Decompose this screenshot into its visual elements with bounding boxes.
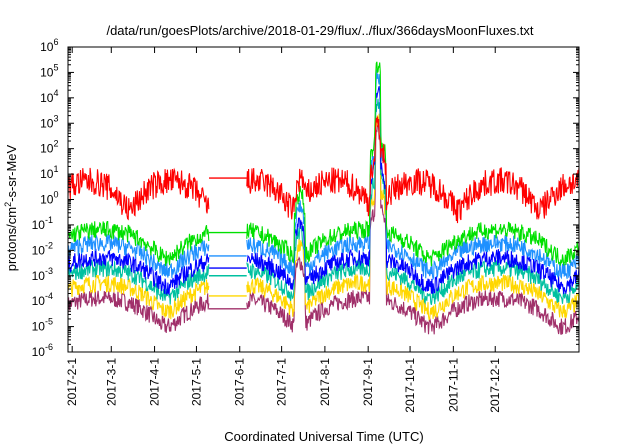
y-tick-base: 10 xyxy=(40,91,54,105)
y-tick-label: 106 xyxy=(40,37,58,54)
x-tick-label: 2017-7-1 xyxy=(275,358,289,406)
chart-title: /data/run/goesPlots/archive/2018-01-29/f… xyxy=(106,23,533,38)
y-tick-exp: 5 xyxy=(53,62,58,72)
series-line xyxy=(246,69,579,281)
y-tick-label: 10-3 xyxy=(32,266,53,283)
series-line xyxy=(68,290,210,334)
x-tick-label: 2017-8-1 xyxy=(318,358,332,406)
y-tick-exp: -6 xyxy=(45,342,53,352)
y-tick-exp: 1 xyxy=(53,164,58,174)
y-tick-label: 105 xyxy=(40,62,58,79)
x-axis: 2017-2-1 2017-3-1 2017-4-1 2017-5-1 2017-6-1… xyxy=(65,47,502,413)
y-tick-base: 10 xyxy=(32,269,46,283)
y-tick-base: 10 xyxy=(40,142,54,156)
y-tick-exp: -2 xyxy=(45,240,53,250)
x-tick-label: 2017-6-1 xyxy=(233,358,247,406)
series-line xyxy=(246,61,579,267)
y-tick-base: 10 xyxy=(40,167,54,181)
y-tick-exp: 4 xyxy=(53,88,58,98)
y-tick-base: 10 xyxy=(40,65,54,79)
y-tick-label: 104 xyxy=(40,88,58,105)
series-line xyxy=(246,116,579,224)
series-line xyxy=(68,248,210,296)
series-line xyxy=(68,167,210,221)
y-tick-base: 10 xyxy=(40,116,54,130)
y-tick-exp: 3 xyxy=(53,113,58,123)
plot-frame xyxy=(67,46,580,353)
series-line xyxy=(246,124,579,336)
y-tick-base: 10 xyxy=(40,40,54,54)
series-line xyxy=(246,98,579,305)
series-line xyxy=(68,220,210,266)
y-tick-base: 10 xyxy=(32,320,46,334)
x-tick-label: 2017-2-1 xyxy=(65,358,79,406)
x-axis-title: Coordinated Universal Time (UTC) xyxy=(224,429,423,444)
y-tick-base: 10 xyxy=(32,218,46,232)
y-tick-label: 100 xyxy=(40,190,58,207)
y-tick-exp: 2 xyxy=(53,139,58,149)
y-tick-label: 102 xyxy=(40,139,58,156)
series-line xyxy=(68,259,210,305)
y-axis-title: protons/cm2-s-sr-MeV xyxy=(3,144,19,271)
y-tick-base: 10 xyxy=(32,243,46,257)
x-tick-label: 2017-11-1 xyxy=(446,358,460,412)
y-tick-exp: -3 xyxy=(45,266,53,276)
y-tick-exp: -1 xyxy=(45,215,53,225)
series-layer xyxy=(68,61,579,336)
y-tick-base: 10 xyxy=(32,294,46,308)
y-tick-label: 10-5 xyxy=(32,317,53,334)
y-tick-label: 101 xyxy=(40,164,58,181)
series-line xyxy=(246,113,579,321)
y-tick-exp: 6 xyxy=(53,37,58,47)
y-axis-title-sup: 2 xyxy=(3,202,13,207)
x-tick-label: 2017-3-1 xyxy=(104,358,118,406)
series-line xyxy=(68,272,210,320)
y-axis-title-main: protons/cm xyxy=(4,207,19,271)
y-axis: 10-610-510-410-310-210-11001011021031041… xyxy=(32,37,579,359)
x-tick-label: 2017-5-1 xyxy=(189,358,203,406)
y-tick-exp: -5 xyxy=(45,317,53,327)
y-axis-title-rest: -s-sr-MeV xyxy=(4,144,19,201)
x-tick-label: 2017-12-1 xyxy=(488,358,502,413)
y-tick-base: 10 xyxy=(40,193,54,207)
y-tick-label: 10-4 xyxy=(32,291,53,308)
y-tick-exp: -4 xyxy=(45,291,53,301)
y-tick-label: 10-1 xyxy=(32,215,53,232)
y-tick-label: 10-2 xyxy=(32,240,53,257)
y-tick-exp: 0 xyxy=(53,190,58,200)
y-tick-label: 103 xyxy=(40,113,58,130)
x-tick-label: 2017-4-1 xyxy=(148,358,162,406)
x-tick-label: 2017-10-1 xyxy=(403,358,417,413)
y-tick-label: 10-6 xyxy=(32,342,53,359)
y-tick-base: 10 xyxy=(32,345,46,359)
x-tick-label: 2017-9-1 xyxy=(361,358,375,406)
series-line xyxy=(246,86,579,295)
